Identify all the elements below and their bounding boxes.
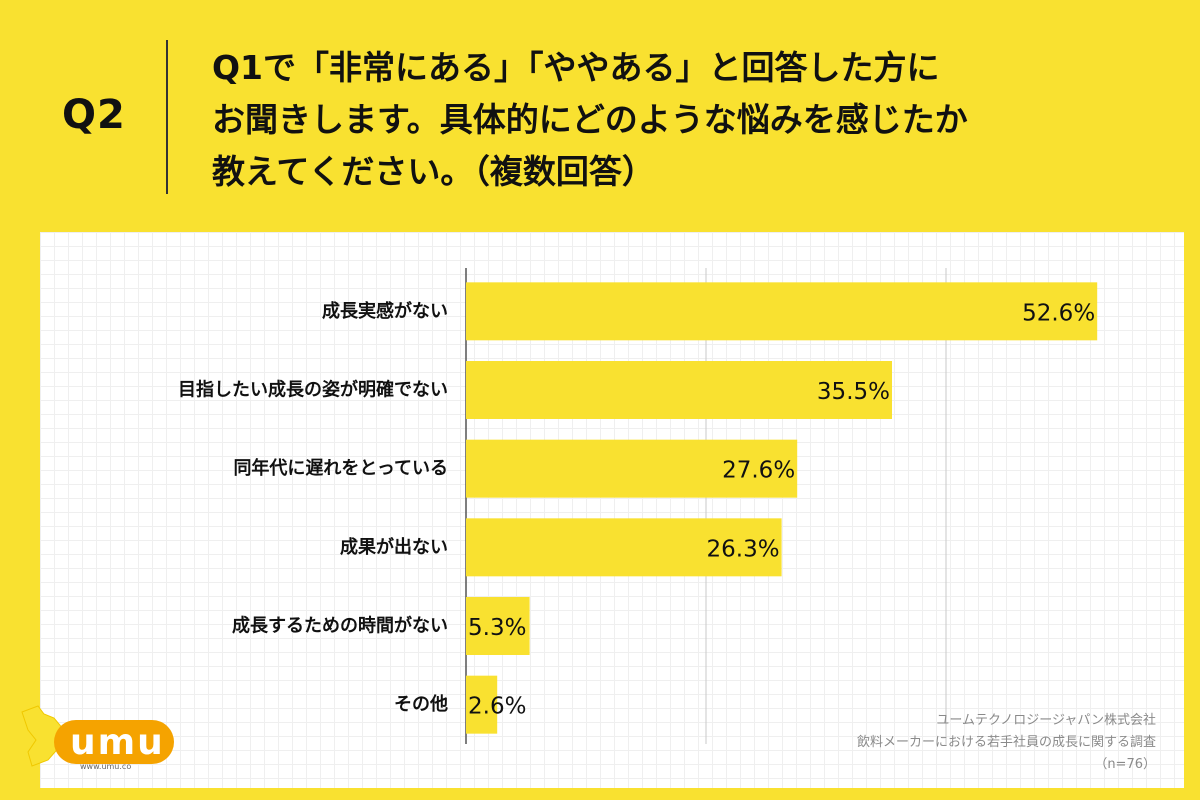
source-company: ユームテクノロジージャパン株式会社 — [936, 713, 1156, 728]
category-label: その他 — [394, 693, 448, 715]
category-label: 成長実感がない — [322, 300, 448, 322]
logo-text: umu — [70, 722, 165, 763]
logo-url: www.umu.co — [80, 762, 132, 771]
header-divider — [166, 40, 168, 194]
bar-chart: 成長実感がない 52.6% 目指したい成長の姿が明確でない 35.5% 同年代に遅れをと… — [178, 268, 1098, 744]
bar — [466, 518, 782, 577]
bar — [466, 675, 498, 734]
value-label: 52.6% — [1022, 300, 1095, 326]
source-sample-size: （n=76） — [1094, 757, 1156, 772]
bar — [466, 282, 1098, 341]
source-survey: 飲料メーカーにおける若手社員の成長に関する調査 — [856, 735, 1156, 750]
bar — [466, 597, 530, 655]
value-label: 26.3% — [707, 536, 780, 562]
value-label: 27.6% — [722, 458, 795, 484]
question-line-2: お聞きします。具体的にどのような悩みを感じたか — [212, 100, 968, 139]
bar — [466, 361, 892, 419]
question-number: Q2 — [62, 92, 126, 138]
chart-panel: 成長実感がない 52.6% 目指したい成長の姿が明確でない 35.5% 同年代に遅れをと… — [40, 232, 1184, 788]
value-label: 2.6% — [468, 694, 526, 720]
bar — [466, 439, 798, 498]
umu-logo: umu www.umu.co — [18, 700, 178, 780]
category-label: 成果が出ない — [340, 536, 448, 558]
logo-mark-icon — [21, 705, 174, 767]
question-text: Q1で「非常にある」「ややある」と回答した方に お聞きします。具体的にどのような… — [212, 42, 1172, 198]
source-note: ユームテクノロジージャパン株式会社 飲料メーカーにおける若手社員の成長に関する調… — [857, 710, 1156, 776]
category-label: 成長するための時間がない — [232, 615, 448, 637]
question-line-3: 教えてください。（複数回答） — [212, 152, 655, 191]
value-label: 35.5% — [817, 379, 890, 405]
category-label: 同年代に遅れをとっている — [233, 457, 448, 479]
category-label: 目指したい成長の姿が明確でない — [178, 379, 448, 401]
value-label: 5.3% — [468, 615, 526, 641]
question-line-1: Q1で「非常にある」「ややある」と回答した方に — [212, 48, 940, 87]
